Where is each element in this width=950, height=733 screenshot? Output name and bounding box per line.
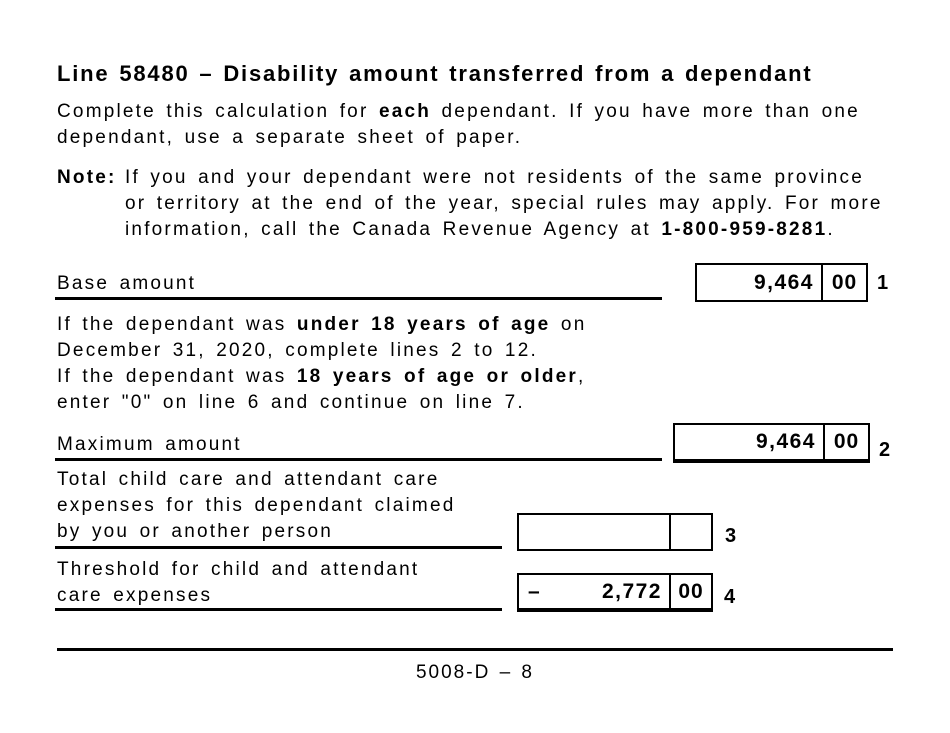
line-number-3: 3 (725, 525, 738, 547)
base-amount-box: 9,464 00 (695, 263, 868, 302)
footer-page-number: 5008-D – 8 (415, 662, 534, 683)
line-number-4: 4 (724, 586, 737, 608)
base-amount-cents: 00 (821, 265, 866, 300)
threshold-underline (55, 608, 502, 611)
threshold-cents: 00 (669, 575, 711, 608)
line-number-2: 2 (879, 439, 892, 461)
page-title: Line 58480 – Disability amount transferr… (57, 61, 813, 86)
note-line-2: or territory at the end of the year, spe… (125, 193, 883, 214)
note-line-1: If you and your dependant were not resid… (125, 167, 864, 188)
note-label: Note: (57, 167, 117, 188)
intro-paragraph: Complete this calculation for each depen… (57, 99, 860, 151)
age-line-2: December 31, 2020, complete lines 2 to 1… (57, 340, 538, 361)
threshold-label: Threshold for child and attendant care e… (57, 559, 420, 606)
childcare-expenses-box (517, 513, 713, 551)
maximum-amount-cents: 00 (823, 425, 868, 459)
base-amount-dollars: 9,464 (753, 270, 814, 294)
threshold-box: – 2,772 00 (517, 573, 713, 612)
maximum-amount-underline (55, 458, 662, 461)
age-line-4: enter "0" on line 6 and continue on line… (57, 392, 525, 413)
intro-line-1: Complete this calculation for each depen… (57, 101, 860, 122)
note-line-3: information, call the Canada Revenue Age… (125, 219, 835, 240)
threshold-dollars-cell: – 2,772 (519, 575, 669, 608)
age-instructions-paragraph: If the dependant was under 18 years of a… (57, 312, 586, 416)
age-line-3: If the dependant was 18 years of age or … (57, 366, 586, 387)
minus-operator: – (528, 579, 542, 603)
threshold-dollars: 2,772 (601, 579, 662, 603)
note-paragraph: Note: If you and your dependant were not… (57, 165, 883, 243)
base-amount-underline (55, 297, 662, 300)
phone-number: 1-800-959-8281 (661, 219, 828, 240)
childcare-expenses-label: Total child care and attendant care expe… (57, 469, 456, 542)
note-body: If you and your dependant were not resid… (125, 165, 883, 243)
maximum-amount-box: 9,464 00 (673, 423, 870, 463)
base-amount-label: Base amount (57, 273, 197, 294)
line-number-1: 1 (877, 272, 890, 294)
intro-line-2: dependant, use a separate sheet of paper… (57, 127, 523, 148)
age-line-1: If the dependant was under 18 years of a… (57, 314, 587, 335)
footer-divider (57, 648, 893, 651)
maximum-amount-label: Maximum amount (57, 434, 242, 455)
childcare-expenses-dollars (519, 515, 669, 549)
maximum-amount-dollars: 9,464 (755, 430, 816, 453)
childcare-expenses-underline (55, 546, 502, 549)
childcare-expenses-cents (669, 515, 711, 549)
